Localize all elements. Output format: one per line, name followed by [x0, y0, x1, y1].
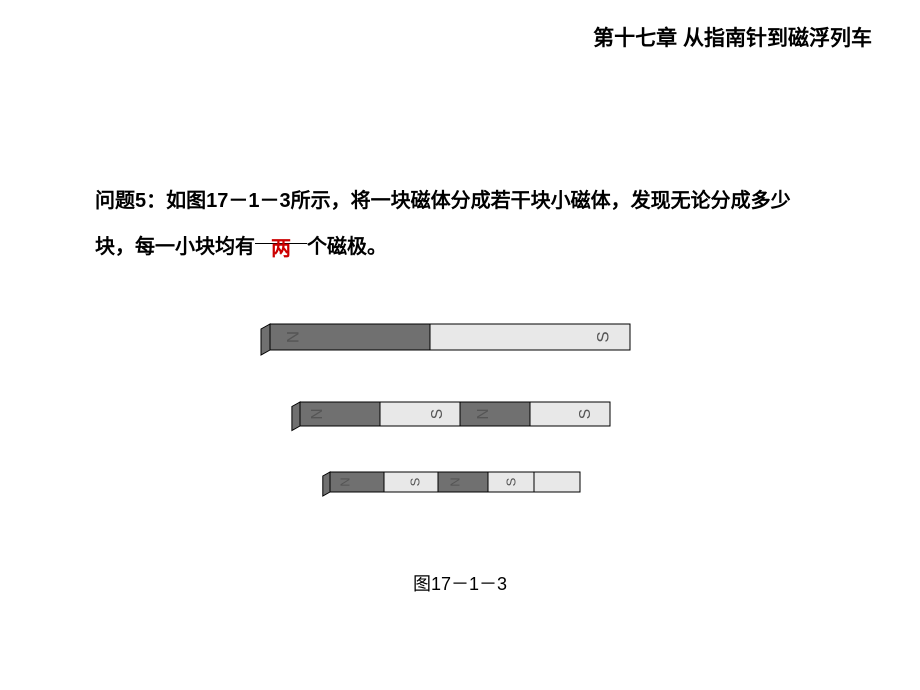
svg-text:N: N: [283, 331, 302, 343]
question-suffix: 个磁极。: [307, 236, 387, 258]
question-prefix: 问题5：如图17－1－3所示，将一块磁体分成若干块小磁体，发现无论分成多少块，每…: [95, 190, 791, 258]
svg-text:S: S: [503, 477, 518, 486]
svg-text:N: N: [337, 477, 352, 486]
blank-answer: 两: [271, 238, 291, 260]
svg-text:N: N: [447, 477, 462, 486]
svg-text:S: S: [429, 409, 446, 419]
svg-text:S: S: [407, 477, 422, 486]
figure-caption: 图17－1－3: [0, 570, 920, 596]
svg-text:S: S: [577, 409, 594, 419]
magnet-svg: N S N S N S N S N S: [0, 310, 920, 540]
magnet-diagram: N S N S N S N S N S: [0, 310, 920, 540]
svg-text:S: S: [593, 331, 612, 342]
caption-text: 图17－1－3: [413, 574, 507, 594]
chapter-header: 第十七章 从指南针到磁浮列车: [593, 22, 872, 52]
svg-text:N: N: [309, 408, 326, 419]
chapter-title: 第十七章 从指南针到磁浮列车: [593, 27, 872, 50]
svg-text:N: N: [475, 408, 492, 419]
blank-field: 两: [255, 224, 307, 244]
question-text: 问题5：如图17－1－3所示，将一块磁体分成若干块小磁体，发现无论分成多少块，每…: [95, 178, 825, 270]
